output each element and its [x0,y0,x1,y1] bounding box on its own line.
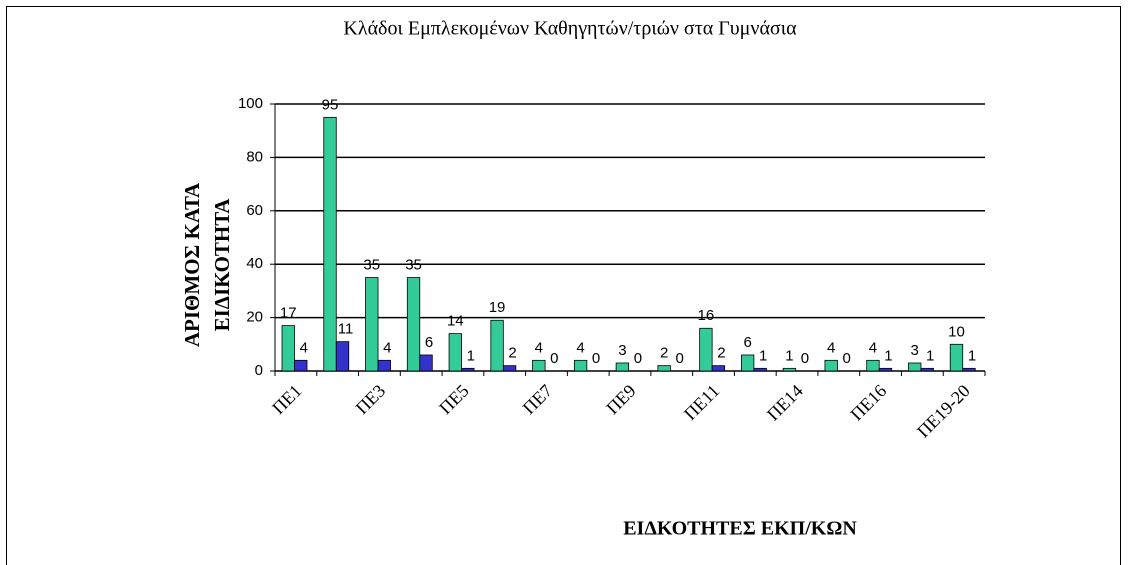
data-label: 0 [675,350,683,367]
data-label: 2 [717,345,725,362]
x-tick-label: ΠΕ11 [680,381,723,424]
data-label: 11 [338,321,354,338]
data-label: 6 [425,334,433,351]
y-tick-label: 60 [246,202,263,219]
y-tick-label: 0 [255,362,263,379]
data-label: 1 [785,347,793,364]
data-label: 35 [363,257,380,274]
frame [6,6,1121,565]
data-label: 35 [405,257,422,274]
bar [419,354,433,372]
bar [824,359,838,372]
bar [711,365,726,372]
data-label: 0 [550,350,558,367]
bar [335,341,350,372]
x-tick-label: ΠΕ5 [435,381,472,418]
data-label: 16 [698,307,715,324]
bar [866,359,880,372]
data-label: 0 [592,350,600,367]
data-label: 4 [576,339,584,356]
bar [448,333,462,372]
data-label: 0 [843,350,851,367]
x-tick-label: ΠΕ1 [268,381,305,418]
y-tick-label: 100 [238,95,263,112]
data-label: 4 [300,339,308,356]
x-tick-label: ΠΕ9 [602,381,639,418]
data-label: 1 [926,347,934,364]
bar [365,277,379,372]
bar [615,362,630,372]
y-tick-label: 40 [246,255,263,272]
data-label: 17 [280,305,297,322]
bar [532,359,546,372]
data-label: 0 [634,350,642,367]
bar [741,354,755,372]
data-label: 1 [884,347,892,364]
bar [657,365,671,372]
y-tick-label: 20 [246,309,263,326]
data-label: 3 [911,342,919,359]
data-label: 4 [869,339,877,356]
data-label: 95 [322,96,339,113]
bar [699,327,713,372]
bar [461,367,475,372]
data-label: 3 [618,342,626,359]
data-label: 19 [489,299,506,316]
bar [908,362,922,372]
data-label: 6 [743,334,751,351]
bar [573,359,588,372]
x-tick-label: ΠΕ7 [519,381,556,418]
bar [502,365,517,372]
data-label: 4 [383,339,391,356]
y-axis-label: ΕΙΔΙΚΟΤΗΤΑ [210,198,234,332]
bar [753,367,767,372]
bar [490,319,504,372]
bar [294,359,308,372]
x-tick-label: ΠΕ3 [352,381,389,418]
bar [281,325,295,372]
x-axis-label: ΕΙΔΚΟΤΗΤΕΣ ΕΚΠ/ΚΩΝ [623,518,857,540]
data-label: 1 [467,347,475,364]
data-label: 0 [801,350,809,367]
y-axis-label: ΑΡΙΘΜΟΣ ΚΑΤΑ [180,182,204,347]
bar [920,367,934,372]
bar [878,367,893,372]
x-tick-label: ΠΕ19-20 [913,381,974,442]
data-label: 14 [447,313,464,330]
data-label: 1 [968,347,976,364]
bar [949,343,964,372]
bar [782,367,797,372]
y-tick-label: 80 [246,148,263,165]
bar [377,359,391,372]
data-label: 4 [535,339,543,356]
data-label: 1 [759,347,767,364]
data-label: 4 [827,339,835,356]
data-label: 10 [948,323,965,340]
x-tick-label: ΠΕ16 [846,381,890,425]
x-tick-label: ΠΕ14 [763,381,807,425]
chart-title: Κλάδοι Εμπλεκομένων Καθηγητών/τριών στα … [343,18,797,40]
bar [323,116,337,372]
bar [406,277,421,372]
bar [962,367,976,372]
data-label: 2 [660,345,668,362]
data-label: 2 [508,345,516,362]
